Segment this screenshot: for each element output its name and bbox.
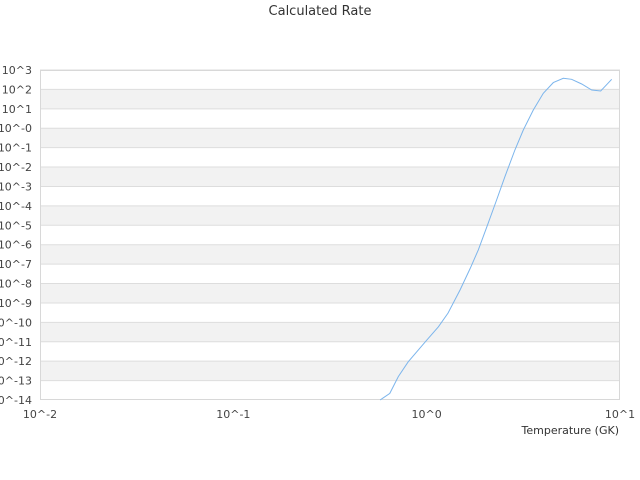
grid-band	[40, 322, 620, 342]
y-tick-label: 10^-5	[0, 219, 32, 232]
grid-band	[40, 205, 620, 226]
y-tick-label: 10^-0	[0, 122, 32, 135]
x-tick-label: 10^1	[605, 408, 635, 421]
y-tick-label: 10^1	[2, 103, 32, 116]
grid-band	[40, 128, 620, 148]
grid-band	[40, 361, 620, 381]
x-tick-label: 10^-1	[216, 408, 250, 421]
grid-band	[40, 244, 620, 265]
grid-band	[40, 283, 620, 303]
y-tick-label: 10^-10	[0, 316, 32, 329]
y-tick-label: 10^-14	[0, 394, 32, 407]
y-tick-label: 10^-9	[0, 297, 32, 310]
y-tick-label: 10^-7	[0, 258, 32, 271]
y-tick-label: 10^-11	[0, 336, 32, 349]
y-tick-label: 10^-8	[0, 278, 32, 291]
y-tick-label: 10^3	[2, 64, 32, 77]
y-tick-label: 10^-3	[0, 180, 32, 193]
grid-band	[40, 167, 620, 187]
y-tick-label: 10^-1	[0, 142, 32, 155]
chart-title: Calculated Rate	[268, 4, 372, 19]
plot-border	[40, 70, 620, 400]
x-tick-label: 10^0	[412, 408, 442, 421]
x-tick-label: 10^-2	[23, 408, 57, 421]
y-tick-label: 10^-2	[0, 161, 32, 174]
y-tick-label: 10^2	[2, 83, 32, 96]
grid-band	[40, 89, 620, 109]
x-axis-label: Temperature (GK)	[521, 424, 620, 437]
y-tick-label: 10^-4	[0, 200, 32, 213]
y-tick-label: 10^-6	[0, 239, 32, 252]
y-tick-label: 10^-13	[0, 375, 32, 388]
y-tick-label: 10^-12	[0, 355, 32, 368]
series-line	[379, 77, 613, 401]
